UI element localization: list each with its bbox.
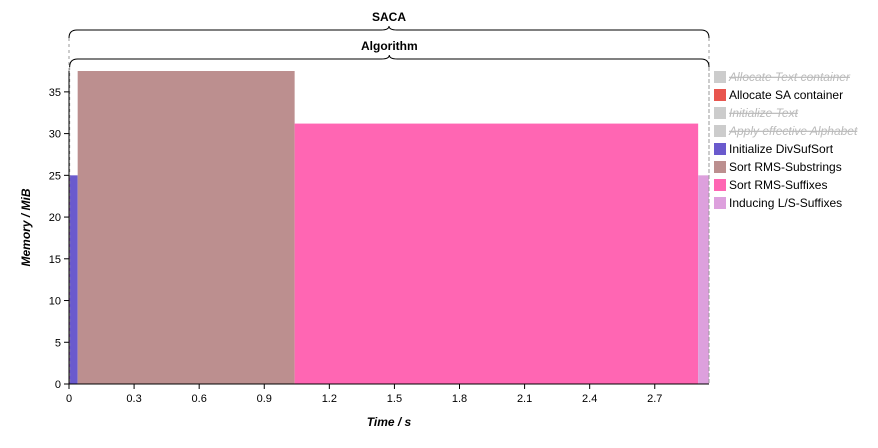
legend-label-2[interactable]: Initialize Text [729,106,799,120]
x-tick-label-3: 0.9 [257,393,272,405]
legend-label-4[interactable]: Initialize DivSufSort [729,142,834,156]
y-tick-label-0: 0 [55,379,61,391]
x-tick-label-5: 1.5 [387,393,402,405]
legend-swatch-0[interactable] [714,71,726,83]
brace-0 [68,25,710,39]
y-tick-label-2: 10 [49,296,61,308]
legend-label-1[interactable]: Allocate SA container [729,88,843,102]
legend-swatch-7[interactable] [714,197,726,209]
y-tick-label-7: 35 [49,87,61,99]
legend-swatch-1[interactable] [714,89,726,101]
x-axis-title: Time / s [367,415,412,429]
legend-label-5[interactable]: Sort RMS-Substrings [729,160,842,174]
phase-area-4: Inducing L/S-Suffixes [698,175,709,384]
x-tick-label-8: 2.4 [582,393,597,405]
legend-label-7[interactable]: Inducing L/S-Suffixes [729,196,842,210]
phase-area-2: Sort RMS-Substrings [77,71,295,384]
x-tick-label-4: 1.2 [322,393,337,405]
y-tick-label-3: 15 [49,254,61,266]
y-tick-label-4: 20 [49,212,61,224]
y-tick-label-1: 5 [55,337,61,349]
phase-area-3: Sort RMS-Suffixes [294,123,699,385]
x-axis-ticks: 0 0.3 0.6 0.9 1.2 1.5 1.8 2.1 2.4 2.7 [66,384,662,405]
brace-label-1: Algorithm [361,39,418,53]
brace-1 [69,54,710,68]
phase-area-1: Initialize DivSufSort [69,175,78,384]
y-tick-label-5: 25 [49,170,61,182]
legend: Allocate Text container Allocate SA conta… [714,70,858,210]
x-tick-label-6: 1.8 [452,393,467,405]
x-tick-label-0: 0 [66,393,72,405]
legend-swatch-3[interactable] [714,125,726,137]
y-axis-ticks: 0 5 10 15 20 25 30 35 [49,87,69,391]
legend-label-0[interactable]: Allocate Text container [728,70,851,84]
x-tick-label-7: 2.1 [517,393,532,405]
axes: 0 0.3 0.6 0.9 1.2 1.5 1.8 2.1 2.4 2.7 0 5 10 15 20 25 3… [19,71,709,429]
legend-swatch-2[interactable] [714,107,726,119]
legend-swatch-6[interactable] [714,179,726,191]
y-tick-label-6: 30 [49,129,61,141]
x-tick-label-2: 0.6 [192,393,207,405]
x-tick-label-9: 2.7 [647,393,662,405]
brace-label-0: SACA [372,10,406,24]
legend-swatch-4[interactable] [714,143,726,155]
legend-label-6[interactable]: Sort RMS-Suffixes [729,178,827,192]
legend-label-3[interactable]: Apply effective Alphabet [728,124,858,138]
y-axis-title: Memory / MiB [19,188,33,266]
phase-braces: SACA Algorithm [68,10,710,384]
legend-swatch-5[interactable] [714,161,726,173]
x-tick-label-1: 0.3 [126,393,141,405]
